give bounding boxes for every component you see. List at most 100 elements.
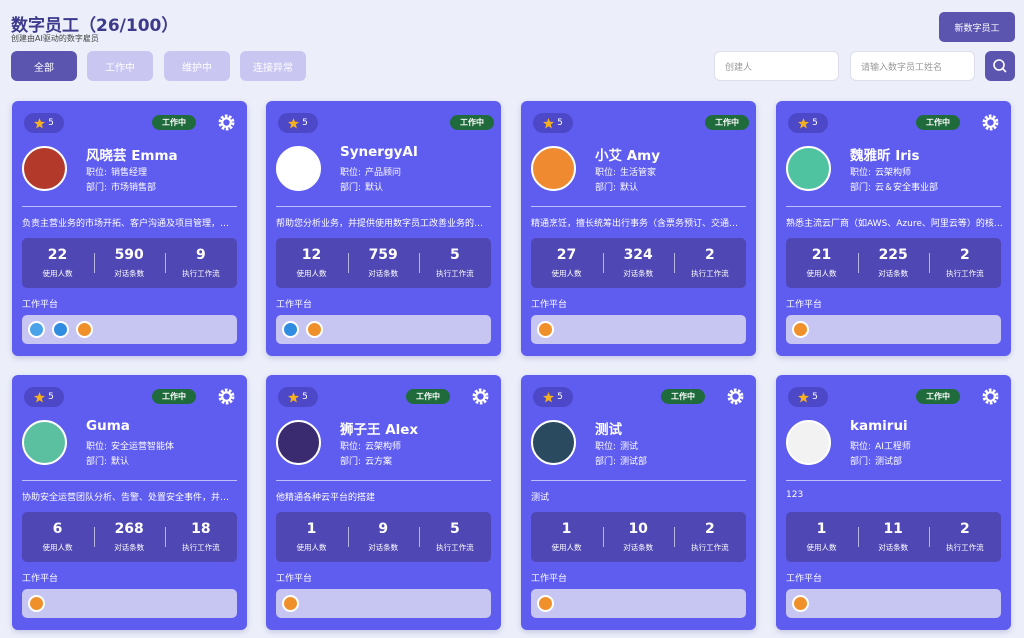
position-label: 职位:	[340, 442, 362, 452]
platform-icon[interactable]	[28, 321, 45, 338]
stat-value: 324	[623, 247, 653, 263]
stat-value: 6	[52, 521, 63, 537]
status-badge: 工作中	[152, 115, 196, 130]
stat-value: 27	[556, 247, 577, 263]
stat-label: 使用人数	[551, 269, 582, 278]
platform-label: 工作平台	[531, 574, 568, 584]
platform-label: 工作平台	[276, 300, 313, 310]
platform-icon[interactable]	[28, 595, 45, 612]
rating-badge: 5	[278, 113, 318, 133]
star-icon	[543, 391, 555, 402]
avatar	[22, 420, 67, 465]
position-line: 职位: 测试	[595, 439, 642, 452]
filter-tab[interactable]: 维护中	[164, 51, 230, 81]
stat-label: 执行工作流	[946, 543, 984, 552]
department: 云方案	[365, 457, 393, 467]
stat-value: 1	[306, 521, 317, 537]
platform-icon[interactable]	[306, 321, 323, 338]
platform-icon[interactable]	[792, 595, 809, 612]
stat-separator	[674, 253, 676, 273]
search-input[interactable]: 请输入数字员工姓名	[850, 51, 975, 81]
stat-label: 使用人数	[806, 543, 837, 552]
platform-box	[786, 589, 1001, 618]
department-label: 部门:	[850, 183, 872, 193]
status-badge: 工作中	[450, 115, 494, 130]
filter-tab[interactable]: 工作中	[87, 51, 153, 81]
platform-label: 工作平台	[276, 574, 313, 584]
stat-label: 执行工作流	[691, 269, 729, 278]
position: 生活管家	[620, 168, 657, 178]
position-label: 职位:	[595, 168, 617, 178]
settings-button[interactable]	[727, 388, 744, 405]
employee-card[interactable]: 5 工作中 SynergyAI 职位: 产品顾问 部门: 默认 帮助您分析业务，并提供使用数字…	[266, 101, 501, 356]
platform-icon[interactable]	[52, 321, 69, 338]
gear-icon	[982, 388, 999, 405]
gear-icon	[218, 114, 235, 131]
stat-label: 对话条数	[368, 269, 399, 278]
search-button[interactable]	[985, 51, 1015, 81]
status-badge: 工作中	[152, 389, 196, 404]
position: AI工程师	[875, 442, 911, 452]
rating-badge: 5	[533, 387, 573, 407]
settings-button[interactable]	[218, 388, 235, 405]
avatar	[531, 420, 576, 465]
settings-button[interactable]	[472, 388, 489, 405]
status-badge: 工作中	[705, 115, 749, 130]
stat-separator	[93, 253, 95, 273]
position-line: 职位: 云架构师	[850, 165, 915, 178]
employee-name: Guma	[86, 418, 130, 434]
avatar	[22, 146, 67, 191]
employee-card[interactable]: 5 工作中 风晓芸 Emma 职位: 销售经理 部门: 市场销售部 负责主营业务的市场开拓、客…	[12, 101, 247, 356]
rating-badge: 5	[278, 387, 318, 407]
rating: 5	[812, 392, 818, 402]
star-icon	[288, 391, 300, 402]
filter-tab[interactable]: 连接异常	[240, 51, 306, 81]
position: 产品顾问	[365, 168, 402, 178]
platform-icon[interactable]	[76, 321, 93, 338]
settings-button[interactable]	[982, 114, 999, 131]
employee-card[interactable]: 5 工作中 狮子王 Alex 职位: 云架构师 部门: 云方案 他精通各种云平台的搭建 1 使用人…	[266, 375, 501, 630]
employee-card[interactable]: 5 工作中 魏雅昕 Iris 职位: 云架构师 部门: 云＆安全事业部 熟悉主流云厂商（如AW…	[776, 101, 1011, 356]
description: 负责主营业务的市场开拓、客户沟通及项目管理，…	[22, 219, 230, 229]
stat-label: 对话条数	[114, 543, 145, 552]
platform-icon[interactable]	[282, 321, 299, 338]
stat-value: 2	[705, 247, 715, 263]
stat-value: 9	[196, 247, 206, 263]
divider	[786, 206, 1001, 207]
employee-name: 测试	[595, 422, 622, 438]
employee-card[interactable]: 5 工作中 kamirui 职位: AI工程师 部门: 测试部 123 1 使用人数 11 对话条数 2…	[776, 375, 1011, 630]
creator-select[interactable]: 创建人	[714, 51, 839, 81]
divider	[786, 480, 1001, 481]
stat-value: 10	[628, 521, 648, 537]
stat-value: 9	[378, 521, 389, 537]
star-icon	[34, 391, 46, 402]
star-icon	[288, 117, 300, 128]
stat-value: 759	[368, 247, 398, 263]
settings-button[interactable]	[982, 388, 999, 405]
platform-icon[interactable]	[537, 595, 554, 612]
description: 帮助您分析业务，并提供使用数字员工改善业务的…	[276, 219, 484, 229]
stat-separator	[419, 527, 421, 547]
stats-box: 27 使用人数 324 对话条数 2 执行工作流	[531, 238, 746, 288]
department: 默认	[620, 183, 639, 193]
stats-box: 1 使用人数 9 对话条数 5 执行工作流	[276, 512, 491, 562]
stat-label: 执行工作流	[946, 269, 984, 278]
employee-card[interactable]: 5 工作中 小艾 Amy 职位: 生活管家 部门: 默认 精通烹饪，擅长统筹出行事务（含票务预…	[521, 101, 756, 356]
new-button[interactable]: 新数字员工	[939, 12, 1015, 42]
gear-icon	[472, 388, 489, 405]
divider	[531, 480, 746, 481]
avatar	[786, 420, 831, 465]
position-line: 职位: 云架构师	[340, 439, 405, 452]
rating: 5	[48, 392, 54, 402]
platform-icon[interactable]	[792, 321, 809, 338]
employee-card[interactable]: 5 工作中 Guma 职位: 安全运营智能体 部门: 默认 协助安全运营团队分析、告警、处置安…	[12, 375, 247, 630]
employee-card[interactable]: 5 工作中 测试 职位: 测试 部门: 测试部 测试 1 使用人数 10 对话条数 2 执行工作流 工作平台	[521, 375, 756, 630]
platform-icon[interactable]	[537, 321, 554, 338]
department: 云＆安全事业部	[875, 183, 939, 193]
platform-icon[interactable]	[282, 595, 299, 612]
rating-badge: 5	[788, 113, 828, 133]
filter-tab[interactable]: 全部	[11, 51, 77, 81]
settings-button[interactable]	[218, 114, 235, 131]
rating: 5	[302, 392, 308, 402]
